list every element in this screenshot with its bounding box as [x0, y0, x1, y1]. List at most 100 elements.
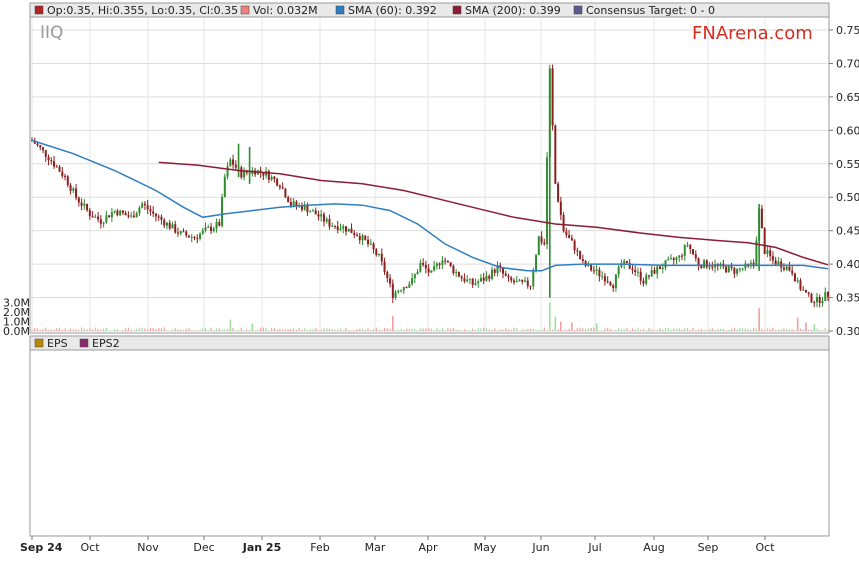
price-bar-body [61, 171, 64, 176]
price-bar-body [727, 266, 730, 273]
price-bar-body [408, 283, 411, 288]
price-bar-body [383, 261, 386, 273]
sma200-swatch [452, 5, 462, 15]
price-bar-body [66, 176, 69, 186]
price-bar-body [94, 216, 97, 218]
price-bar-body [824, 292, 827, 301]
price-bar-body [455, 272, 458, 274]
volume-bar [105, 328, 107, 331]
price-bar-body [708, 266, 711, 268]
y-tick-label: 0.75 [836, 24, 859, 37]
volume-bar [675, 328, 678, 331]
volume-bar [56, 328, 58, 331]
x-tick-label: Feb [310, 541, 329, 554]
price-bar-body [766, 250, 769, 254]
volume-bar [425, 328, 427, 331]
eps2-legend: EPS2 [92, 337, 120, 350]
price-bar-body [433, 266, 436, 271]
volume-bar [678, 328, 680, 331]
volume-bar [180, 329, 182, 331]
volume-bar [240, 327, 242, 331]
volume-bar [755, 328, 757, 331]
price-bar-body [416, 271, 419, 275]
volume-bar [450, 328, 452, 331]
volume-bar [158, 328, 160, 331]
volume-bar [587, 328, 589, 331]
volume-swatch [240, 5, 250, 15]
price-bar-body [53, 161, 56, 167]
volume-bar [301, 329, 303, 331]
price-bar-body [477, 281, 480, 284]
price-bar-body [364, 235, 367, 240]
price-bar-body [521, 279, 524, 282]
volume-bar [802, 329, 804, 331]
price-bar-body [755, 240, 758, 265]
price-bar-body [154, 213, 157, 217]
price-bar-body [91, 216, 94, 218]
price-bar-body [157, 216, 160, 218]
price-bar-body [565, 231, 568, 236]
volume-bar [100, 329, 102, 331]
price-bar-body [303, 205, 306, 210]
x-tick-label: Jul [587, 541, 601, 554]
volume-bar [461, 330, 463, 331]
eps-panel [29, 335, 830, 537]
x-tick-label: Jun [531, 541, 549, 554]
volume-bar [659, 328, 661, 331]
volume-bar [328, 328, 331, 331]
volume-bar [477, 328, 479, 331]
volume-bar [155, 328, 157, 331]
price-bar-body [730, 266, 733, 268]
price-bar-body [171, 224, 174, 229]
volume-bar [783, 328, 785, 331]
price-bar-body [201, 230, 204, 234]
volume-bar [827, 330, 829, 331]
price-bar-body [380, 253, 383, 262]
price-bar-body [281, 187, 284, 189]
price-bar-body [350, 228, 353, 233]
price-bar-body [570, 237, 573, 241]
price-bar-body [526, 280, 529, 286]
volume-bar [799, 328, 802, 331]
price-bar-body [47, 156, 50, 161]
volume-bar [152, 328, 154, 331]
price-bar-body [810, 293, 813, 303]
volume-bar [147, 329, 149, 331]
volume-bar [505, 328, 507, 331]
price-bar-body [799, 280, 802, 290]
price-bar-body [42, 147, 45, 151]
volume-bar [114, 329, 116, 331]
price-bar-body [501, 267, 504, 274]
sma60-legend: SMA (60): 0.392 [348, 4, 437, 17]
price-bar-body [320, 214, 323, 217]
price-bar-body [400, 290, 403, 292]
price-bar-body [39, 145, 42, 148]
x-tick-label: Apr [418, 541, 438, 554]
price-bar-body [402, 287, 405, 291]
volume-bar [485, 328, 488, 331]
price-bar-body [300, 204, 303, 210]
x-tick-label: Nov [137, 541, 159, 554]
price-bar-body [540, 236, 543, 243]
volume-bar [94, 327, 96, 331]
volume-bar [769, 328, 771, 331]
price-bar-body [422, 263, 425, 265]
price-bar-body [700, 265, 703, 268]
brand-logo: FNArena.com [692, 23, 813, 44]
volume-bar [290, 328, 292, 331]
volume-spike [595, 323, 598, 331]
volume-bar [191, 330, 193, 331]
price-bar-body [697, 258, 700, 266]
price-bar-body [554, 125, 557, 184]
price-bar-body [672, 258, 675, 260]
volume-bar [579, 327, 581, 331]
price-bar-body [328, 219, 331, 227]
price-bar-body [479, 277, 482, 282]
price-bar-body [127, 215, 130, 217]
price-bar-body [419, 263, 422, 272]
volume-bar [350, 330, 353, 331]
price-bar-body [116, 210, 119, 216]
volume-bar [739, 327, 741, 331]
volume-bar [273, 328, 275, 331]
volume-bar [543, 327, 545, 331]
